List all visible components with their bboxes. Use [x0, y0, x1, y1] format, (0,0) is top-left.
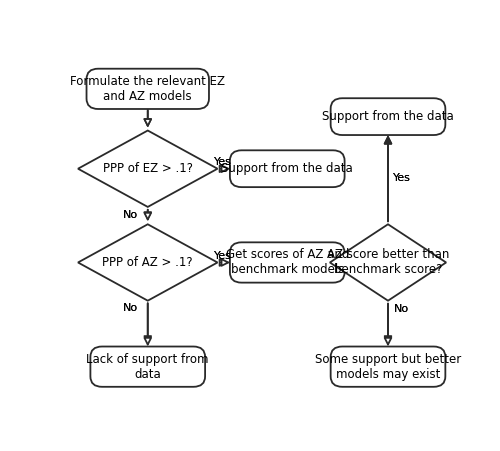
Text: No: No	[123, 210, 138, 220]
Text: Get scores of AZ and
benchmark models: Get scores of AZ and benchmark models	[226, 249, 349, 276]
FancyBboxPatch shape	[90, 346, 205, 387]
Text: PPP of EZ > .1?: PPP of EZ > .1?	[103, 162, 193, 175]
Polygon shape	[78, 224, 218, 301]
Text: No: No	[394, 304, 409, 314]
Text: Yes: Yes	[392, 173, 410, 183]
Text: Yes: Yes	[214, 157, 232, 167]
Text: Yes: Yes	[392, 173, 410, 183]
Text: Support from the data: Support from the data	[222, 162, 353, 175]
Text: Yes: Yes	[214, 251, 232, 261]
Text: No: No	[394, 304, 409, 314]
Text: Some support but better
models may exist: Some support but better models may exist	[315, 353, 461, 381]
FancyBboxPatch shape	[330, 346, 446, 387]
Text: No: No	[123, 210, 138, 220]
Text: Support from the data: Support from the data	[322, 110, 454, 123]
Polygon shape	[330, 224, 446, 301]
Text: Formulate the relevant EZ
and AZ models: Formulate the relevant EZ and AZ models	[70, 75, 225, 103]
Polygon shape	[78, 130, 218, 207]
FancyBboxPatch shape	[330, 98, 446, 135]
Text: No: No	[123, 304, 138, 313]
FancyBboxPatch shape	[230, 242, 344, 283]
Text: Lack of support from
data: Lack of support from data	[86, 353, 209, 381]
FancyBboxPatch shape	[86, 69, 209, 109]
Text: Yes: Yes	[214, 157, 232, 167]
Text: AZ score better than
benchmark score?: AZ score better than benchmark score?	[327, 249, 449, 276]
FancyBboxPatch shape	[230, 150, 344, 187]
Text: PPP of AZ > .1?: PPP of AZ > .1?	[102, 256, 193, 269]
Text: Yes: Yes	[214, 251, 232, 261]
Text: No: No	[123, 304, 138, 313]
